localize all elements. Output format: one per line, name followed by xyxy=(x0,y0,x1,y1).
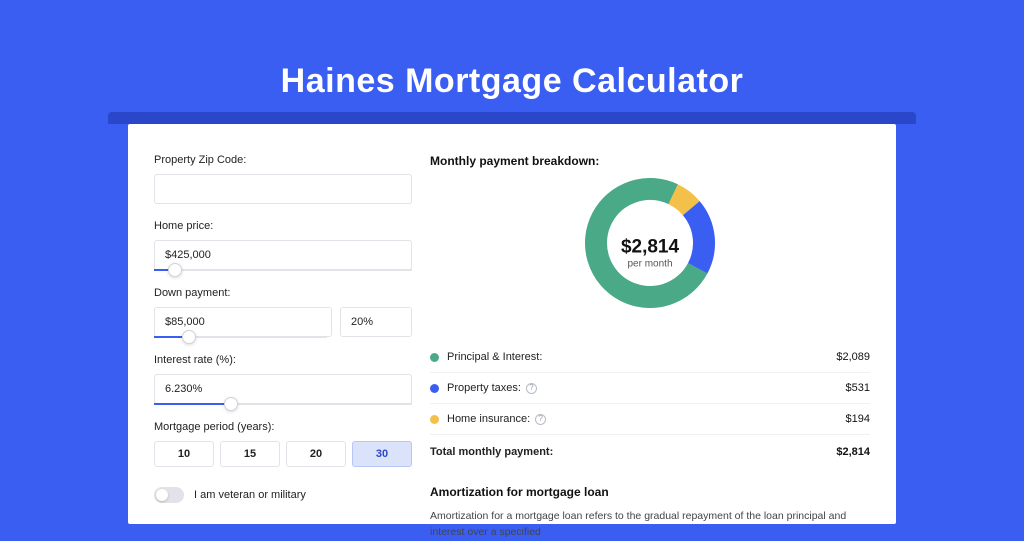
veteran-row: I am veteran or military xyxy=(154,487,412,503)
input-column: Property Zip Code: Home price: Down paym… xyxy=(154,154,412,524)
term-option-30[interactable]: 30 xyxy=(352,441,412,467)
term-label: Mortgage period (years): xyxy=(154,421,412,433)
legend-value: $194 xyxy=(846,413,870,425)
info-icon[interactable]: ? xyxy=(535,414,546,425)
zip-input[interactable] xyxy=(154,174,412,204)
veteran-toggle-knob xyxy=(156,489,168,501)
zip-label: Property Zip Code: xyxy=(154,154,412,166)
donut-amount: $2,814 xyxy=(621,237,679,259)
breakdown-column: Monthly payment breakdown: $2,814 per mo… xyxy=(412,154,896,524)
term-option-10[interactable]: 10 xyxy=(154,441,214,467)
legend-label: Property taxes:? xyxy=(447,382,846,394)
term-option-20[interactable]: 20 xyxy=(286,441,346,467)
veteran-label: I am veteran or military xyxy=(194,489,306,501)
legend-row: Property taxes:?$531 xyxy=(430,373,870,404)
down-payment-field: Down payment: xyxy=(154,287,412,338)
term-option-15[interactable]: 15 xyxy=(220,441,280,467)
legend-dot xyxy=(430,353,439,362)
total-label: Total monthly payment: xyxy=(430,446,836,458)
interest-label: Interest rate (%): xyxy=(154,354,412,366)
down-payment-pct-input[interactable] xyxy=(340,307,412,337)
legend-dot xyxy=(430,415,439,424)
legend-row: Principal & Interest:$2,089 xyxy=(430,342,870,373)
donut-sub: per month xyxy=(621,259,679,270)
down-payment-label: Down payment: xyxy=(154,287,412,299)
card-shadow-frame xyxy=(108,112,916,124)
legend-dot xyxy=(430,384,439,393)
zip-field: Property Zip Code: xyxy=(154,154,412,204)
breakdown-title: Monthly payment breakdown: xyxy=(430,154,870,168)
legend-label: Principal & Interest: xyxy=(447,351,836,363)
veteran-toggle[interactable] xyxy=(154,487,184,503)
home-price-slider-thumb[interactable] xyxy=(168,263,182,277)
interest-slider[interactable] xyxy=(154,403,412,405)
home-price-input[interactable] xyxy=(154,240,412,270)
interest-slider-thumb[interactable] xyxy=(224,397,238,411)
page-title: Haines Mortgage Calculator xyxy=(0,0,1024,101)
home-price-label: Home price: xyxy=(154,220,412,232)
legend-label: Home insurance:? xyxy=(447,413,846,425)
legend-row: Home insurance:?$194 xyxy=(430,404,870,435)
donut-chart: $2,814 per month xyxy=(430,178,870,328)
interest-field: Interest rate (%): xyxy=(154,354,412,405)
down-payment-input[interactable] xyxy=(154,307,332,337)
total-row: Total monthly payment: $2,814 xyxy=(430,435,870,467)
home-price-slider[interactable] xyxy=(154,269,412,271)
amortization-title: Amortization for mortgage loan xyxy=(430,485,870,499)
down-payment-slider-thumb[interactable] xyxy=(182,330,196,344)
amortization-body: Amortization for a mortgage loan refers … xyxy=(430,509,870,541)
info-icon[interactable]: ? xyxy=(526,383,537,394)
calculator-card: Property Zip Code: Home price: Down paym… xyxy=(128,124,896,524)
legend-value: $531 xyxy=(846,382,870,394)
total-value: $2,814 xyxy=(836,446,870,458)
down-payment-slider[interactable] xyxy=(154,336,327,338)
term-field: Mortgage period (years): 10152030 xyxy=(154,421,412,467)
home-price-field: Home price: xyxy=(154,220,412,271)
legend-value: $2,089 xyxy=(836,351,870,363)
donut-center: $2,814 per month xyxy=(621,237,679,270)
interest-input[interactable] xyxy=(154,374,412,404)
